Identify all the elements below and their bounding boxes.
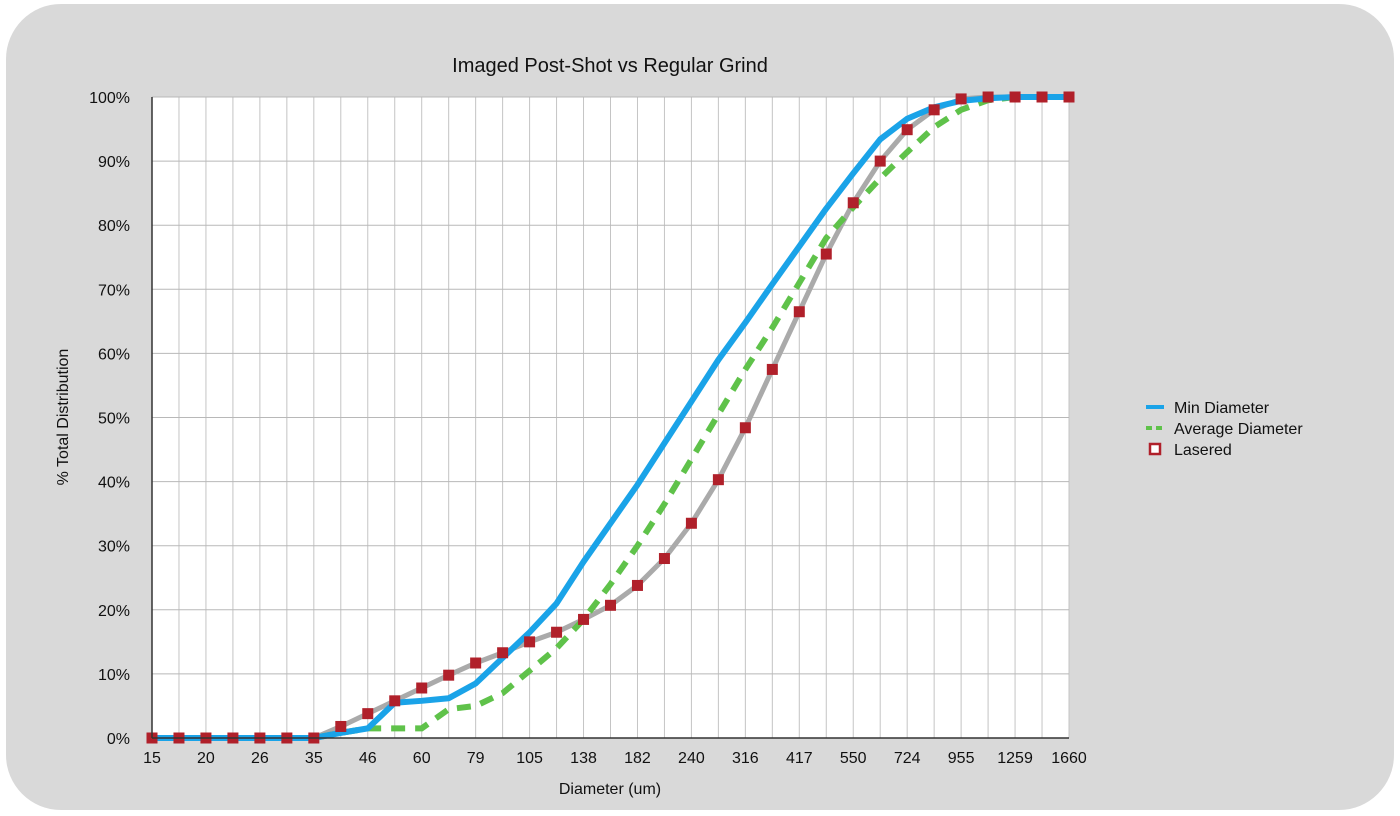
lasered-marker (605, 599, 616, 611)
y-tick-label: 50% (98, 411, 130, 428)
legend-label: Average Diameter (1174, 421, 1303, 438)
lasered-marker (874, 155, 886, 167)
lasered-marker (847, 197, 859, 209)
x-tick-label: 26 (251, 750, 269, 767)
lasered-marker (470, 657, 482, 669)
lasered-marker (524, 636, 536, 648)
axes: 0% 10% 20% 30% 40% 50% 60% 70% 80% 90% 100% 15 20 26 3… (89, 90, 1087, 767)
y-tick-label: 100% (89, 90, 130, 107)
y-tick-label: 0% (107, 731, 130, 748)
x-tick-label: 724 (894, 750, 921, 767)
lasered-marker (1063, 91, 1075, 103)
x-tick-label: 105 (516, 750, 543, 767)
legend: Min Diameter Average Diameter Lasered (1146, 400, 1303, 459)
lasered-marker (443, 669, 455, 681)
y-tick-label: 10% (98, 667, 130, 684)
x-tick-label: 550 (840, 750, 867, 767)
lasered-marker (1036, 91, 1048, 103)
x-tick-label: 955 (948, 750, 975, 767)
lasered-marker (335, 720, 347, 732)
lasered-marker (1009, 91, 1021, 103)
x-tick-label: 79 (467, 750, 485, 767)
lasered-marker (416, 682, 428, 694)
y-tick-label: 90% (98, 154, 130, 171)
lasered-marker (766, 363, 778, 375)
x-tick-label: 35 (305, 750, 323, 767)
y-tick-label: 20% (98, 603, 130, 620)
x-axis-title: Diameter (um) (559, 781, 661, 798)
lasered-marker (793, 306, 805, 318)
y-tick-label: 60% (98, 346, 130, 363)
y-tick-label: 40% (98, 475, 130, 492)
lasered-marker (658, 553, 670, 565)
lasered-marker (389, 695, 401, 707)
lasered-marker (631, 579, 643, 591)
x-tick-label: 60 (413, 750, 431, 767)
chart-title: Imaged Post-Shot vs Regular Grind (452, 55, 768, 77)
legend-label: Lasered (1174, 442, 1232, 459)
x-tick-label: 240 (678, 750, 705, 767)
y-tick-label: 80% (98, 218, 130, 235)
lasered-marker (712, 474, 724, 486)
lasered-marker (955, 93, 967, 105)
x-tick-label: 46 (359, 750, 377, 767)
lasered-marker (497, 647, 509, 659)
lasered-marker (982, 91, 994, 103)
lasered-marker (901, 124, 913, 136)
legend-label: Min Diameter (1174, 400, 1270, 417)
lasered-marker (739, 422, 751, 434)
legend-swatch-lasered (1148, 442, 1162, 456)
x-tick-label: 182 (624, 750, 651, 767)
y-tick-label: 70% (98, 282, 130, 299)
lasered-marker (685, 517, 697, 529)
grid (151, 96, 1070, 739)
x-tick-label: 1259 (997, 750, 1033, 767)
x-tick-label: 316 (732, 750, 759, 767)
y-tick-label: 30% (98, 539, 130, 556)
lasered-marker (551, 626, 563, 638)
lasered-marker (578, 613, 590, 625)
x-tick-label: 15 (143, 750, 161, 767)
x-tick-label: 417 (786, 750, 813, 767)
lasered-marker (362, 708, 374, 720)
x-tick-label: 1660 (1051, 750, 1087, 767)
lasered-marker (820, 248, 832, 260)
x-tick-label: 138 (570, 750, 597, 767)
y-axis-title: % Total Distribution (55, 349, 72, 486)
x-tick-label: 20 (197, 750, 215, 767)
lasered-marker (928, 104, 940, 116)
